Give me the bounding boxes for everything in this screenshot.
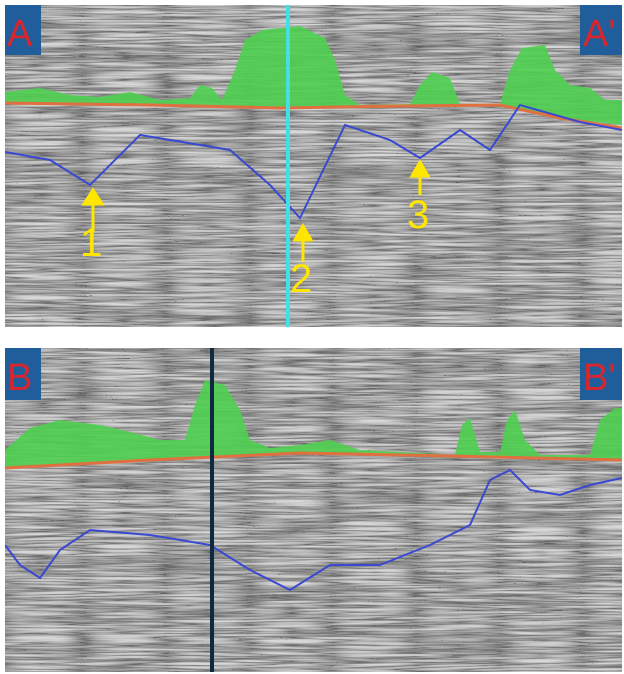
- salt-body: [5, 26, 622, 125]
- seismic-tint: [5, 348, 622, 672]
- seismic-section: [5, 348, 622, 672]
- label-box: [580, 5, 622, 55]
- arrows: [81, 158, 431, 262]
- section-label: A': [583, 13, 616, 55]
- section-label: B: [7, 357, 32, 399]
- horizon-top: [5, 101, 622, 130]
- label-box: [5, 5, 41, 55]
- annotation: 3: [407, 193, 429, 237]
- panel-a: 1 2 3 A A': [5, 5, 622, 327]
- annotation: 1: [80, 221, 102, 265]
- label-box: [580, 348, 622, 400]
- label-box: [5, 348, 41, 400]
- section-label: B': [583, 357, 616, 399]
- horizon-top: [5, 451, 622, 470]
- annotation: 2: [290, 257, 312, 301]
- salt-body: [5, 380, 622, 468]
- panel-b: B B': [5, 348, 622, 672]
- section-label: A: [7, 13, 33, 55]
- horizon-base: [5, 103, 622, 220]
- horizon-base: [5, 468, 622, 592]
